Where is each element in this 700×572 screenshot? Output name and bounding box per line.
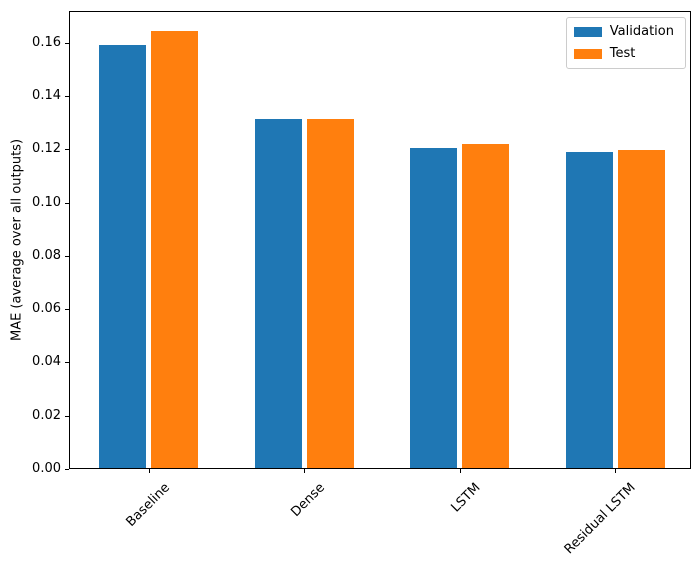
x-tick-mark xyxy=(148,469,150,473)
legend: Validation Test xyxy=(565,17,686,69)
bar-test-dense xyxy=(306,119,354,468)
y-tick-mark xyxy=(65,309,69,311)
x-tick-label: Residual LSTM xyxy=(562,480,639,558)
legend-label: Test xyxy=(609,46,636,61)
y-tick-label: 0.08 xyxy=(32,247,61,263)
x-tick-label: Dense xyxy=(288,480,329,520)
y-tick-label: 0.16 xyxy=(32,34,61,50)
bar-validation-residual-lstm xyxy=(565,152,613,468)
bar-test-residual-lstm xyxy=(617,149,665,468)
legend-entry: Validation xyxy=(573,24,676,39)
y-tick-mark xyxy=(65,202,69,204)
bar-test-baseline xyxy=(151,31,199,468)
y-tick-mark xyxy=(65,362,69,364)
bar-test-lstm xyxy=(462,144,510,468)
bar-validation-lstm xyxy=(410,148,458,468)
y-tick-mark xyxy=(65,469,69,470)
bar-validation-dense xyxy=(254,119,302,468)
legend-entry: Test xyxy=(573,46,676,61)
legend-swatch-test xyxy=(573,48,602,59)
y-tick-label: 0.02 xyxy=(32,407,61,423)
y-tick-mark xyxy=(65,149,69,151)
y-tick-label: 0.12 xyxy=(32,141,61,157)
bar-validation-baseline xyxy=(99,44,147,468)
x-tick-mark xyxy=(304,469,306,473)
y-tick-mark xyxy=(65,415,69,417)
y-tick-label: 0.10 xyxy=(32,194,61,210)
y-tick-label: 0.14 xyxy=(32,88,61,104)
y-tick-label: 0.00 xyxy=(32,461,61,476)
y-tick-label: 0.04 xyxy=(32,354,61,370)
plot-area: Validation Test xyxy=(69,11,691,469)
x-tick-label: LSTM xyxy=(448,480,484,516)
x-tick-mark xyxy=(615,469,616,473)
y-tick-mark xyxy=(65,255,69,257)
y-tick-mark xyxy=(65,96,69,98)
x-tick-label: Baseline xyxy=(123,480,173,530)
legend-label: Validation xyxy=(609,24,674,39)
x-tick-mark xyxy=(459,469,461,473)
y-tick-mark xyxy=(65,42,69,44)
y-tick-label: 0.06 xyxy=(32,301,61,317)
legend-swatch-validation xyxy=(573,26,602,37)
